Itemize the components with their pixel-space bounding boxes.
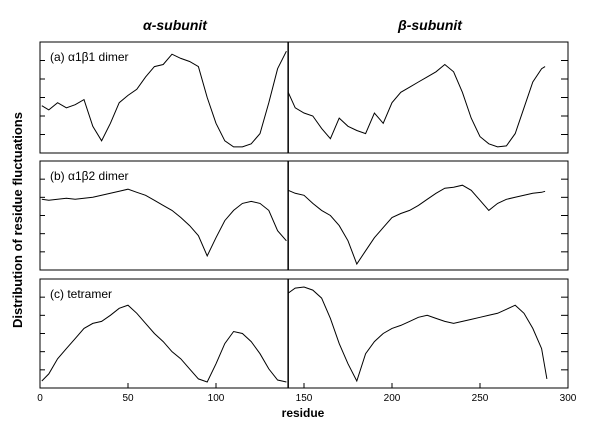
series-line-alpha — [41, 50, 287, 148]
series-line-beta — [287, 286, 548, 383]
x-tick-label: 250 — [472, 393, 489, 404]
panel-label: (c) tetramer — [50, 287, 112, 301]
x-tick-label: 0 — [37, 393, 43, 404]
alpha-subunit-label: α-subunit — [143, 17, 208, 33]
series-line-alpha — [41, 188, 287, 258]
beta-subunit-label: β-subunit — [397, 17, 463, 33]
x-tick-label: 200 — [384, 393, 401, 404]
x-axis-label: residue — [282, 406, 325, 420]
x-tick-label: 100 — [208, 393, 225, 404]
series-line-alpha — [41, 304, 287, 383]
panel-frame — [39, 278, 569, 389]
panel-3: (c) tetramer — [39, 278, 569, 389]
series-line-beta — [287, 63, 546, 148]
x-tick-label: 300 — [560, 393, 577, 404]
x-tick-label: 150 — [296, 393, 313, 404]
panel-1: (a) α1β1 dimer — [39, 41, 569, 154]
panels-group: (a) α1β1 dimer (b) α1β2 dimer (c) tetramer… — [37, 41, 577, 404]
panel-2: (b) α1β2 dimer — [39, 160, 569, 271]
x-tick-label: 50 — [122, 393, 134, 404]
series-line-beta — [288, 184, 546, 266]
panel-label: (a) α1β1 dimer — [50, 50, 129, 64]
y-axis-label: Distribution of residue fluctuations — [10, 112, 25, 328]
panel-label: (b) α1β2 dimer — [50, 169, 129, 183]
